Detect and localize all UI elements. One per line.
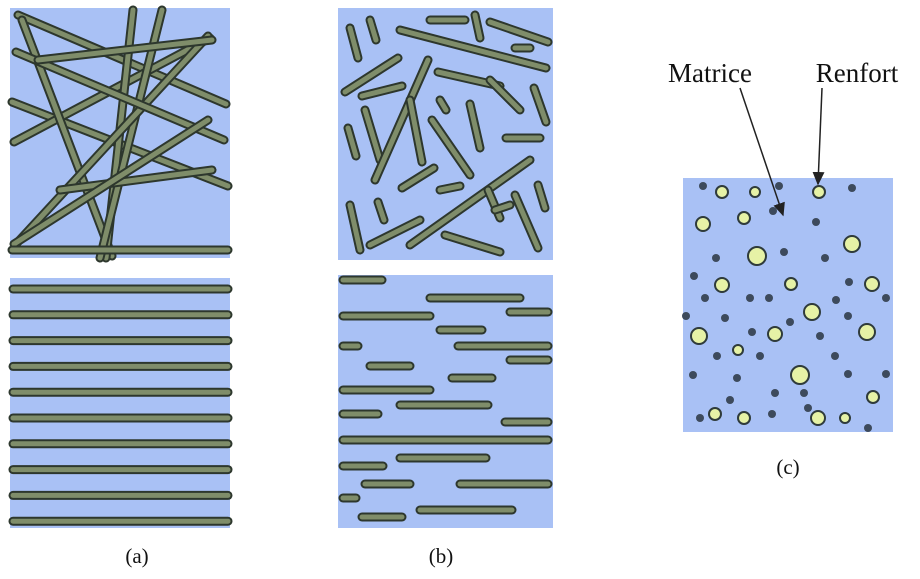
- reinforcement-particle: [865, 277, 879, 291]
- dark-particle: [756, 352, 764, 360]
- panel-c: [683, 178, 893, 432]
- dark-particle: [848, 184, 856, 192]
- dark-particle: [832, 296, 840, 304]
- dark-particle: [713, 352, 721, 360]
- dark-particle: [780, 248, 788, 256]
- caption-a: (a): [125, 544, 148, 568]
- dark-particle: [821, 254, 829, 262]
- page: Matrice Renfort (a) (b) (c) (() => { con…: [0, 0, 920, 579]
- dark-particle: [882, 370, 890, 378]
- reinforcement-particle: [738, 412, 750, 424]
- dark-particle: [726, 396, 734, 404]
- figure: Matrice Renfort (a) (b) (c): [0, 0, 920, 579]
- reinforcement-particle: [785, 278, 797, 290]
- dark-particle: [733, 374, 741, 382]
- fiber: [440, 100, 446, 110]
- reinforcement-particle: [840, 413, 850, 423]
- reinforcement-particle: [691, 328, 707, 344]
- dark-particle: [816, 332, 824, 340]
- dark-particle: [721, 314, 729, 322]
- reinforcement-particle: [859, 324, 875, 340]
- reinforcement-particle: [813, 186, 825, 198]
- dark-particle: [746, 294, 754, 302]
- reinforcement-particle: [738, 212, 750, 224]
- caption-b: (b): [429, 544, 454, 568]
- fiber: [378, 202, 384, 220]
- label-matrix: Matrice: [668, 58, 752, 88]
- fiber: [440, 186, 460, 190]
- dark-particle: [682, 312, 690, 320]
- dark-particle: [701, 294, 709, 302]
- dark-particle: [804, 404, 812, 412]
- dark-particle: [748, 328, 756, 336]
- dark-particle: [771, 389, 779, 397]
- fiber: [475, 15, 480, 38]
- fiber: [495, 205, 510, 210]
- label-reinforcement: Renfort: [816, 58, 899, 88]
- dark-particle: [689, 371, 697, 379]
- reinforcement-particle: [804, 304, 820, 320]
- dark-particle: [699, 182, 707, 190]
- reinforcement-particle: [811, 411, 825, 425]
- dark-particle: [696, 414, 704, 422]
- reinforcement-particle: [716, 186, 728, 198]
- reinforcement-particle: [867, 391, 879, 403]
- dark-particle: [712, 254, 720, 262]
- reinforcement-particle: [733, 345, 743, 355]
- dark-particle: [765, 294, 773, 302]
- dark-particle: [769, 207, 777, 215]
- reinforcement-particle: [750, 187, 760, 197]
- dark-particle: [831, 352, 839, 360]
- dark-particle: [800, 389, 808, 397]
- reinforcement-particle: [709, 408, 721, 420]
- dark-particle: [812, 218, 820, 226]
- dark-particle: [844, 370, 852, 378]
- caption-c: (c): [776, 455, 799, 479]
- dark-particle: [786, 318, 794, 326]
- dark-particle: [882, 294, 890, 302]
- reinforcement-particle: [768, 327, 782, 341]
- reinforcement-particle: [791, 366, 809, 384]
- reinforcement-particle: [696, 217, 710, 231]
- dark-particle: [768, 410, 776, 418]
- reinforcement-particle: [715, 278, 729, 292]
- dark-particle: [845, 278, 853, 286]
- dark-particle: [844, 312, 852, 320]
- reinforcement-particle: [844, 236, 860, 252]
- dark-particle: [690, 272, 698, 280]
- dark-particle: [775, 182, 783, 190]
- fiber: [370, 20, 376, 40]
- arrow-reinforcement: [818, 88, 822, 184]
- reinforcement-particle: [748, 247, 766, 265]
- dark-particle: [864, 424, 872, 432]
